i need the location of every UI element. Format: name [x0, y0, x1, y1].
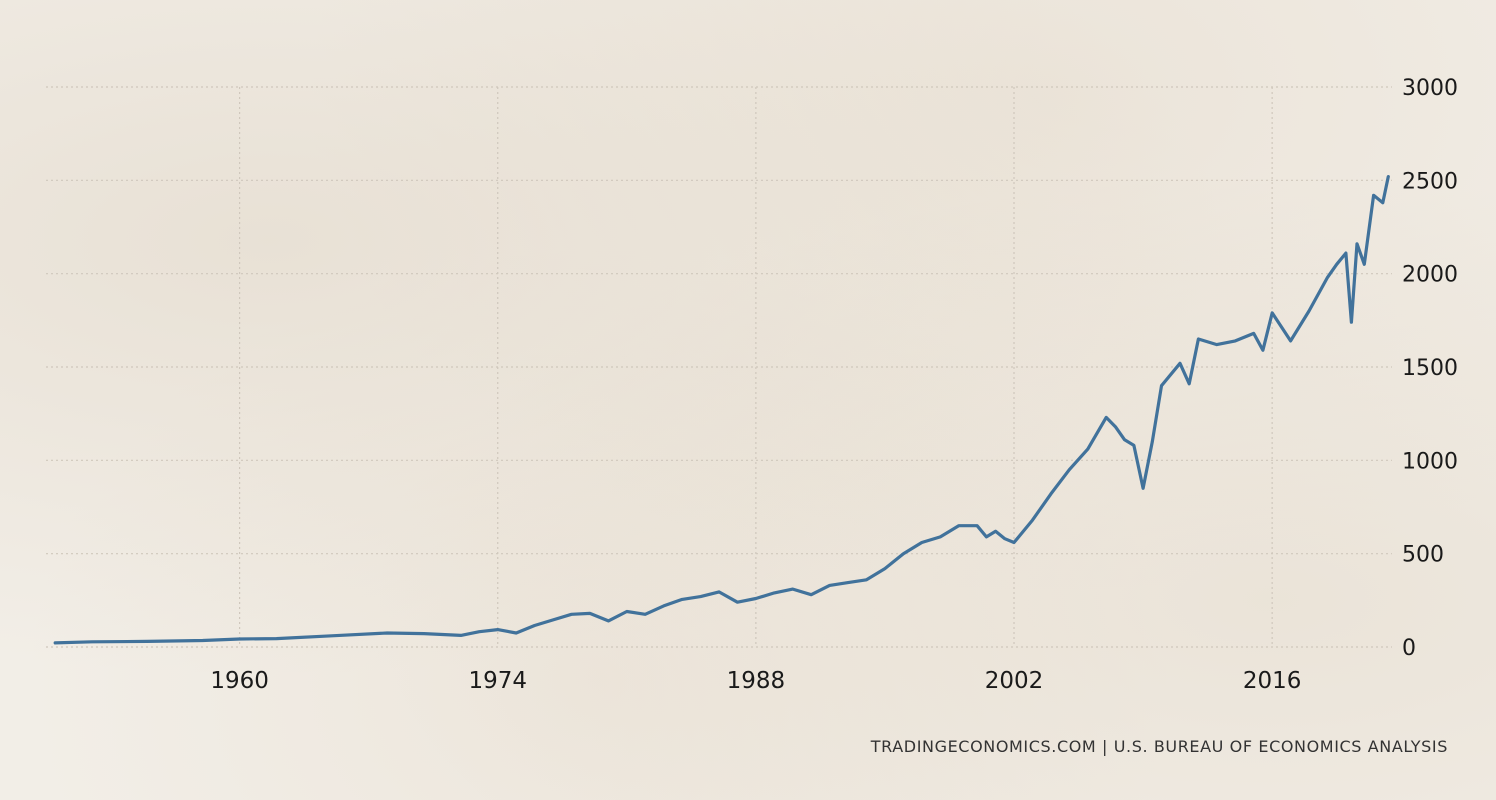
x-tick-label: 2016	[1243, 668, 1302, 694]
gridlines	[46, 86, 1392, 648]
y-axis-tick-labels: 0 500 1000 1500 2000 2500 3000	[1402, 76, 1458, 661]
x-tick-label: 1960	[210, 668, 269, 694]
y-tick-label: 3000	[1402, 76, 1458, 101]
x-axis-tick-labels: 1960 1974 1988 2002 2016	[210, 668, 1301, 694]
x-tick-label: 2002	[985, 668, 1044, 694]
y-tick-label: 2000	[1402, 263, 1458, 288]
y-tick-label: 0	[1402, 636, 1416, 661]
y-tick-label: 1000	[1402, 449, 1458, 474]
series-line	[53, 175, 1390, 645]
source-note: TRADINGECONOMICS.COM | U.S. BUREAU OF EC…	[870, 737, 1448, 756]
x-tick-label: 1974	[468, 668, 527, 694]
series-layer	[53, 175, 1390, 645]
y-tick-label: 500	[1402, 543, 1444, 568]
y-tick-label: 1500	[1402, 356, 1458, 381]
x-tick-label: 1988	[727, 668, 786, 694]
y-tick-label: 2500	[1402, 169, 1458, 194]
